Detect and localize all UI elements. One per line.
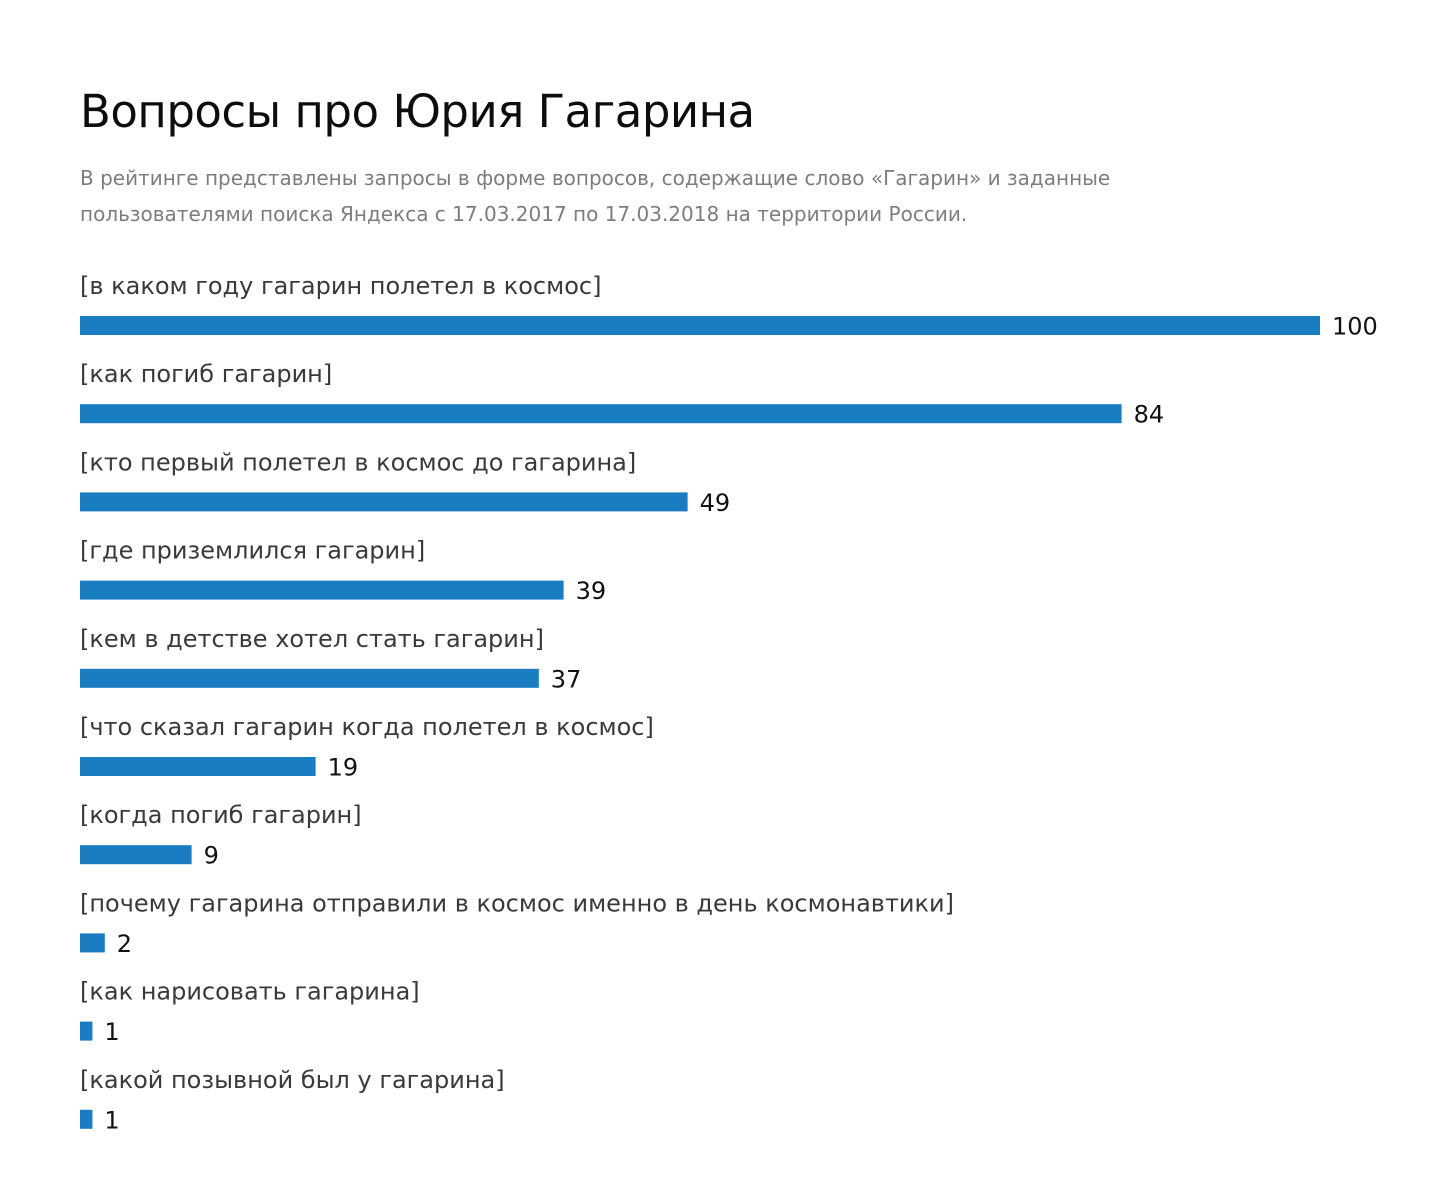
category-label: [какой позывной был у гагарина] xyxy=(80,1066,505,1094)
value-label: 19 xyxy=(328,754,359,782)
bar-row: [почему гагарина отправили в космос имен… xyxy=(80,889,954,958)
bar xyxy=(80,1109,93,1129)
category-label: [когда погиб гагарин] xyxy=(80,801,362,829)
category-label: [как погиб гагарин] xyxy=(80,360,332,388)
category-label: [где приземлился гагарин] xyxy=(80,537,425,565)
bar xyxy=(80,757,316,776)
bar-row: [кем в детстве хотел стать гагарин]37 xyxy=(80,625,582,693)
value-label: 84 xyxy=(1134,401,1165,429)
bar-row: [как погиб гагарин] 84 xyxy=(80,360,1164,429)
value-label: 2 xyxy=(117,930,132,958)
category-label: [кем в детстве хотел стать гагарин] xyxy=(80,625,544,653)
bar-row: [кто первый полетел в космос до гагарина… xyxy=(80,448,730,517)
bar-row: [какой позывной был у гагарина] 1 xyxy=(80,1066,505,1134)
bar xyxy=(80,933,105,953)
category-label: [что сказал гагарин когда полетел в косм… xyxy=(80,713,654,741)
value-label: 9 xyxy=(204,842,219,870)
bar xyxy=(80,845,192,865)
bar-row: [где приземлился гагарин] 39 xyxy=(80,537,607,605)
category-label: [кто первый полетел в космос до гагарина… xyxy=(80,448,636,476)
value-label: 49 xyxy=(700,489,731,517)
category-label: [в каком году гагарин полетел в космос] xyxy=(80,272,601,300)
bar xyxy=(80,492,688,512)
bar xyxy=(80,404,1122,424)
bar xyxy=(80,668,539,688)
value-label: 39 xyxy=(576,577,607,605)
bar xyxy=(80,580,564,600)
bar-row: [что сказал гагарин когда полетел в косм… xyxy=(80,713,654,782)
category-label: [как нарисовать гагарина] xyxy=(80,978,420,1006)
bar-row: [когда погиб гагарин] 9 xyxy=(80,801,362,870)
bar-row: [как нарисовать гагарина] 1 xyxy=(80,978,420,1046)
bar-row: [в каком году гагарин полетел в космос] 1… xyxy=(80,272,1378,341)
value-label: 100 xyxy=(1332,313,1378,341)
bar xyxy=(80,316,1320,335)
chart-title: Вопросы про Юрия Гагарина xyxy=(80,85,755,138)
chart-subtitle: В рейтинге представлены запросы в форме … xyxy=(80,166,1111,226)
value-label: 1 xyxy=(104,1106,119,1134)
value-label: 1 xyxy=(104,1018,119,1046)
bar xyxy=(80,1021,93,1041)
category-label: [почему гагарина отправили в космос имен… xyxy=(80,889,954,917)
value-label: 37 xyxy=(551,665,582,693)
